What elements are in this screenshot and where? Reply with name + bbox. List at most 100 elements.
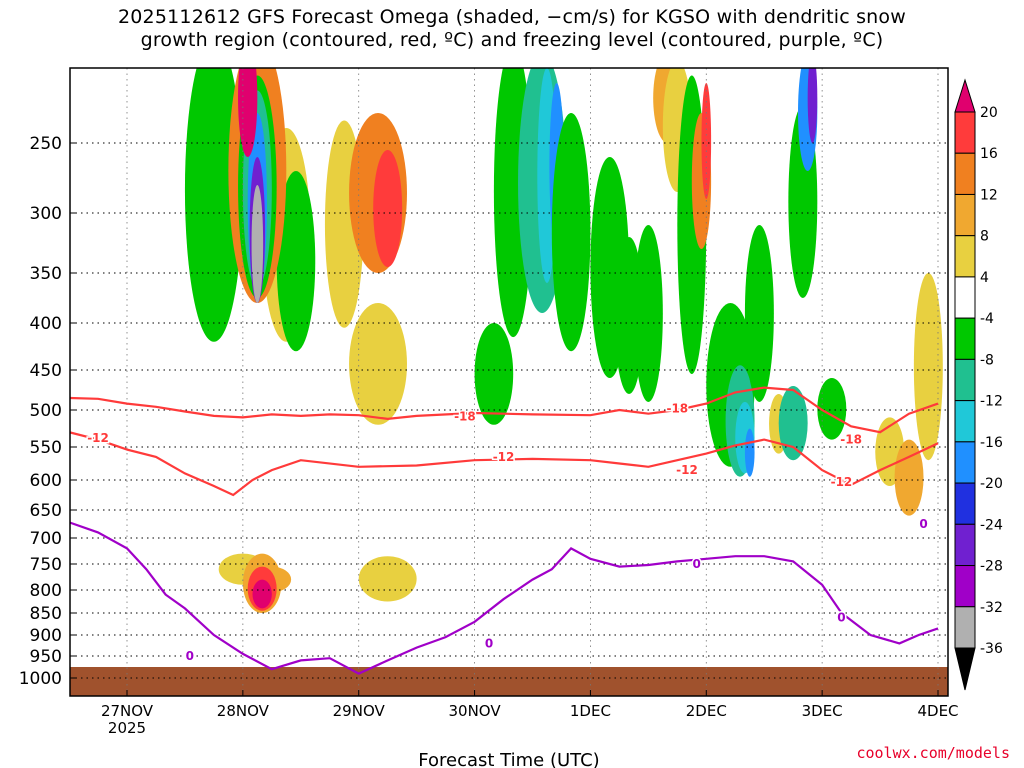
dgz-contour-upper-label: -18 bbox=[454, 410, 476, 424]
grid bbox=[70, 68, 948, 696]
plot-area bbox=[70, 68, 948, 696]
omega-shade-cell bbox=[252, 579, 272, 609]
freezing-level-contour-label: 0 bbox=[186, 649, 194, 663]
colorbar-label: 16 bbox=[980, 146, 998, 162]
x-tick-year-label: 2025 bbox=[108, 719, 146, 737]
freezing-level-contour: 0 0 0 0 0 bbox=[70, 516, 939, 675]
freezing-level-contour-label: 0 bbox=[485, 636, 493, 650]
omega-shade-cell bbox=[551, 113, 591, 352]
y-tick-label: 350 bbox=[30, 264, 62, 284]
y-tick-label: 500 bbox=[30, 401, 62, 421]
colorbar: 20 16 12 8 4 -4 -8 -12 -16 -20 -24 -28 -32 -36 bbox=[954, 78, 1003, 691]
omega-shade-cell bbox=[349, 303, 407, 425]
chart-title-line-2: growth region (contoured, red, ºC) and f… bbox=[140, 29, 884, 51]
colorbar-label: 12 bbox=[980, 187, 998, 203]
y-tick-label: 600 bbox=[30, 471, 62, 491]
dgz-contour-upper: -18 -18 -18 bbox=[70, 386, 939, 448]
freezing-level-contour-label: 0 bbox=[837, 610, 845, 624]
source-credit: coolwx.com/models bbox=[856, 744, 1010, 762]
x-tick-label: 28NOV bbox=[217, 702, 270, 720]
omega-shade-cell bbox=[251, 185, 264, 303]
colorbar-swatch bbox=[954, 482, 976, 525]
omega-shade-cell bbox=[894, 439, 924, 516]
omega-shade-cell bbox=[633, 225, 663, 402]
x-tick-label: 1DEC bbox=[570, 702, 611, 720]
y-tick-label: 750 bbox=[30, 555, 62, 575]
colorbar-label: -20 bbox=[980, 476, 1003, 492]
omega-shade-cell bbox=[238, 68, 258, 157]
colorbar-swatch bbox=[954, 276, 976, 319]
dgz-contour-lower-label: -12 bbox=[87, 431, 109, 445]
omega-shade-cell bbox=[373, 150, 403, 267]
x-tick-label: 3DEC bbox=[802, 702, 843, 720]
y-tick-label: 850 bbox=[30, 604, 62, 624]
x-tick-label: 30NOV bbox=[449, 702, 502, 720]
dgz-contour-lower: -12 -12 -12 -12 bbox=[70, 430, 939, 497]
y-tick-label: 700 bbox=[30, 529, 62, 549]
colorbar-label: -32 bbox=[980, 600, 1003, 616]
freezing-level-contour-label: 0 bbox=[692, 557, 700, 571]
omega-shade-cell bbox=[744, 428, 755, 477]
omega-shade-cell bbox=[358, 556, 417, 602]
colorbar-swatch bbox=[954, 523, 976, 567]
colorbar-label: 4 bbox=[980, 270, 989, 286]
y-tick-label: 950 bbox=[30, 647, 62, 667]
colorbar-swatch bbox=[954, 606, 976, 649]
omega-shade-cell bbox=[778, 386, 808, 461]
y-tick-label: 400 bbox=[30, 314, 62, 334]
x-axis-title: Forecast Time (UTC) bbox=[418, 750, 599, 768]
dgz-contour-upper-label: -18 bbox=[666, 401, 688, 415]
colorbar-bottom-arrow bbox=[954, 647, 976, 691]
x-tick-label: 29NOV bbox=[333, 702, 386, 720]
dgz-contour-lower-label: -12 bbox=[676, 463, 698, 477]
omega-shade-cell bbox=[744, 225, 774, 402]
colorbar-label: -24 bbox=[980, 517, 1003, 533]
dgz-contour-lower-line bbox=[70, 431, 939, 497]
colorbar-label: -16 bbox=[980, 435, 1003, 451]
dgz-contour-lower-label: -12 bbox=[493, 450, 515, 464]
omega-shade-cell bbox=[807, 68, 818, 143]
colorbar-top-arrow bbox=[954, 78, 976, 113]
x-tick-label: 2DEC bbox=[686, 702, 727, 720]
omega-shade-cell bbox=[817, 378, 847, 440]
colorbar-label: -36 bbox=[980, 641, 1003, 657]
omega-shade-cell bbox=[913, 273, 943, 461]
omega-shade-cell bbox=[184, 68, 243, 342]
colorbar-swatch bbox=[954, 152, 976, 195]
colorbar-swatch bbox=[954, 400, 976, 443]
freezing-level-contour-line bbox=[70, 521, 939, 675]
colorbar-swatch bbox=[954, 317, 976, 360]
x-tick-label: 27NOV bbox=[101, 702, 154, 720]
omega-shade-cell bbox=[276, 171, 316, 352]
freezing-level-contour-label: 0 bbox=[919, 517, 927, 531]
chart-title: 2025112612 GFS Forecast Omega (shaded, −… bbox=[0, 6, 1024, 52]
colorbar-swatch bbox=[954, 358, 976, 402]
colorbar-swatch bbox=[954, 111, 976, 154]
y-tick-label: 1000 bbox=[19, 669, 62, 689]
dgz-contour-upper-line bbox=[70, 386, 939, 434]
colorbar-swatch bbox=[954, 193, 976, 237]
dgz-contour-lower-label: -12 bbox=[831, 475, 853, 489]
colorbar-label: 8 bbox=[980, 229, 989, 245]
colorbar-label: -8 bbox=[980, 352, 994, 368]
y-tick-label: 550 bbox=[30, 438, 62, 458]
y-tick-label: 800 bbox=[30, 581, 62, 601]
colorbar-label: 20 bbox=[980, 105, 998, 121]
y-tick-label: 900 bbox=[30, 626, 62, 646]
colorbar-swatch bbox=[954, 235, 976, 278]
terrain-ground bbox=[70, 667, 948, 696]
chart-title-line-1: 2025112612 GFS Forecast Omega (shaded, −… bbox=[117, 6, 906, 28]
dgz-contour-upper-label: -18 bbox=[840, 433, 862, 447]
colorbar-label: -28 bbox=[980, 559, 1003, 575]
plot-frame bbox=[69, 67, 949, 697]
colorbar-swatch bbox=[954, 565, 976, 608]
colorbar-swatch bbox=[954, 441, 976, 484]
y-tick-label: 300 bbox=[30, 204, 62, 224]
y-tick-label: 650 bbox=[30, 501, 62, 521]
colorbar-label: -12 bbox=[980, 394, 1003, 410]
y-tick-label: 450 bbox=[30, 361, 62, 381]
colorbar-label: -4 bbox=[980, 311, 994, 327]
omega-shade-cell bbox=[474, 323, 514, 425]
x-tick-label: 4DEC bbox=[917, 702, 958, 720]
